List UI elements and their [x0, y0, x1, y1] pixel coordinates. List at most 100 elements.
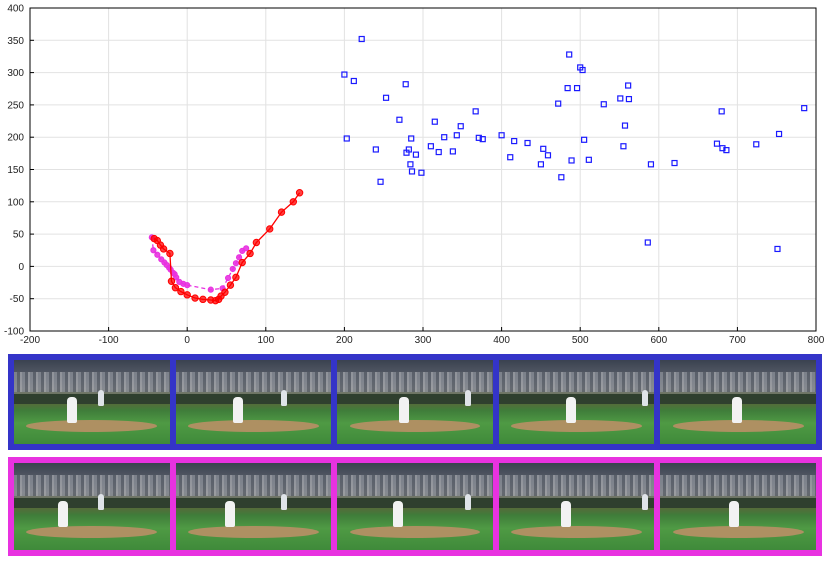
trajectory-point — [154, 251, 161, 258]
video-frame — [14, 360, 170, 444]
scatter-point — [718, 108, 725, 115]
scatter-point — [408, 168, 416, 175]
scatter-point — [617, 95, 624, 102]
frame-strip-magenta — [8, 457, 822, 556]
frame-crowd — [337, 371, 493, 392]
frame-crowd — [14, 371, 170, 392]
scatter-point — [625, 82, 632, 89]
pitcher-figure — [57, 501, 68, 528]
batter-figure — [281, 390, 288, 407]
frame-strip-blue — [8, 354, 822, 450]
scatter-point — [449, 148, 456, 155]
video-frame — [337, 360, 493, 444]
scatter-point — [544, 152, 552, 159]
scatter-point — [350, 77, 357, 85]
scatter-point — [427, 143, 434, 150]
scatter-point — [801, 105, 808, 112]
x-tick-label: 600 — [650, 335, 667, 345]
plot-area-frame — [29, 7, 817, 332]
pitcher-figure — [399, 396, 410, 423]
trajectory-point — [191, 294, 199, 302]
scatter-point — [585, 156, 592, 163]
batter-figure — [98, 494, 105, 511]
x-tick-label: -200 — [20, 335, 40, 345]
scatter-point — [472, 108, 479, 115]
scatter-point — [431, 118, 438, 125]
x-tick-label: 400 — [493, 335, 510, 345]
frame-dirt — [511, 420, 642, 433]
trajectory-point — [159, 245, 168, 253]
scatter-point — [566, 51, 573, 58]
y-tick-label: 0 — [18, 262, 24, 273]
scatter-point — [625, 95, 633, 103]
x-tick-label: 800 — [808, 335, 825, 345]
scatter-point — [524, 139, 531, 147]
frame-wall — [175, 393, 332, 404]
y-tick-label: 400 — [7, 4, 24, 15]
pitcher-figure — [233, 396, 244, 423]
trajectory-point — [224, 274, 232, 282]
y-tick-label: -100 — [4, 327, 24, 338]
scatter-point — [540, 145, 547, 152]
scatter-point — [479, 136, 486, 143]
x-tick-label: 500 — [572, 335, 589, 345]
frame-wall — [337, 497, 493, 509]
pitcher-figure — [731, 396, 742, 423]
frame-dirt — [672, 525, 804, 538]
y-tick-label: 100 — [7, 197, 24, 208]
scatter-point — [358, 35, 365, 43]
trajectory-point — [183, 291, 191, 299]
frame-wall — [14, 393, 170, 404]
pitcher-figure — [561, 501, 572, 528]
scatter-point — [343, 135, 350, 142]
trajectory-point — [184, 282, 191, 289]
trajectory-point — [295, 189, 304, 197]
frame-dirt — [26, 525, 158, 538]
scatter-point — [723, 147, 730, 154]
trajectory-point — [289, 198, 298, 206]
scatter-point — [475, 134, 482, 141]
scatter-point — [407, 161, 414, 168]
scatter-point — [435, 148, 442, 156]
trajectory-point — [277, 208, 286, 216]
frame-dirt — [26, 420, 158, 433]
trajectory-point — [166, 249, 174, 258]
scatter-point — [647, 161, 655, 168]
scatter-point — [713, 140, 721, 147]
scatter-point — [555, 100, 562, 107]
trajectory-point — [229, 265, 236, 273]
frame-dirt — [188, 525, 319, 538]
trajectory-point — [243, 245, 250, 252]
frame-crowd — [498, 371, 655, 392]
y-tick-label: 150 — [7, 165, 24, 176]
trajectory-point — [177, 287, 185, 296]
scatter-point — [408, 135, 415, 142]
scatter-point — [382, 94, 390, 101]
batter-figure — [641, 494, 648, 511]
trajectory-point — [167, 277, 176, 285]
scatter-point — [453, 132, 460, 139]
series-0 — [341, 35, 808, 253]
video-frame — [337, 463, 493, 550]
scatter-chart: -200 -100 0 100 200 300 400 500 600 700 800-100-50… — [4, 4, 825, 346]
x-tick-label: 0 — [184, 335, 190, 345]
video-frame — [175, 360, 332, 444]
frame-dirt — [349, 525, 481, 538]
frame-crowd — [14, 475, 170, 497]
chart-series — [148, 35, 808, 305]
scatter-point — [412, 151, 420, 158]
frame-crowd — [337, 475, 493, 497]
frame-crowd — [660, 475, 816, 497]
x-tick-label: 200 — [336, 335, 353, 345]
y-tick-label: 200 — [7, 133, 24, 144]
pitcher-figure — [565, 396, 576, 423]
trajectory-point — [235, 254, 243, 261]
video-frame — [14, 463, 170, 550]
series-1 — [148, 234, 250, 293]
frame-crowd — [175, 371, 332, 392]
frame-crowd — [498, 475, 655, 497]
frame-dirt — [349, 420, 481, 433]
pitcher-figure — [66, 396, 77, 423]
scatter-point — [441, 134, 448, 141]
trajectory-point — [171, 284, 180, 292]
